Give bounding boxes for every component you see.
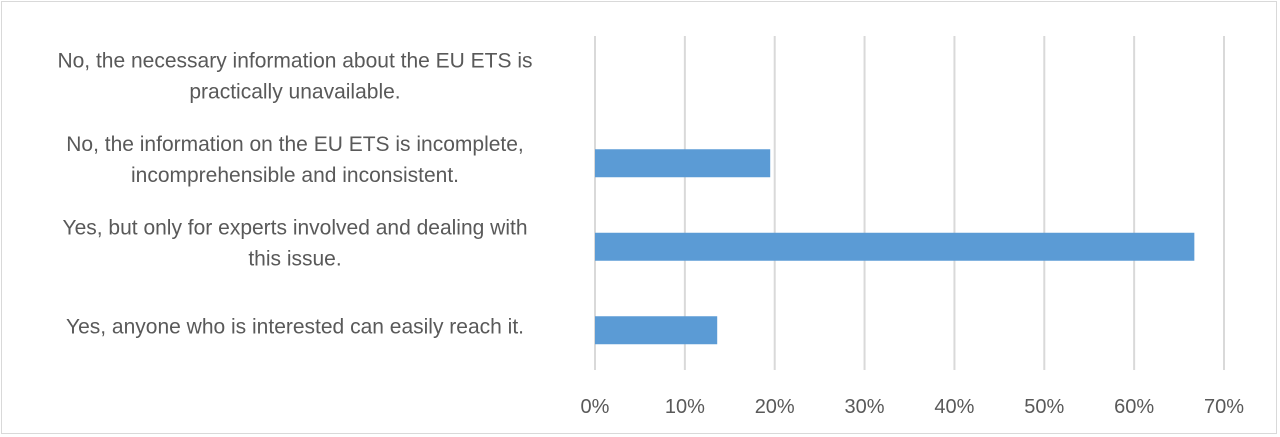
x-tick-label: 20% (755, 396, 795, 418)
category-label: Yes, anyone who is interested can easily… (66, 315, 524, 338)
x-tick-label: 10% (665, 396, 705, 418)
gridlines (594, 36, 1225, 370)
category-label-line: incomprehensible and inconsistent. (131, 164, 459, 187)
bar (595, 149, 771, 178)
bars (595, 149, 1195, 345)
x-tick-label: 30% (845, 396, 885, 418)
x-tick-label: 50% (1024, 396, 1064, 418)
category-labels: No, the necessary information about the … (57, 49, 532, 338)
category-label-line: No, the necessary information about the … (57, 49, 532, 72)
bar (595, 232, 1195, 261)
category-label: Yes, but only for experts involved and d… (62, 216, 527, 270)
category-label-line: Yes, anyone who is interested can easily… (66, 315, 524, 338)
category-label: No, the necessary information about the … (57, 49, 532, 103)
x-tick-label: 0% (581, 396, 610, 418)
category-label-line: this issue. (248, 247, 341, 270)
x-axis-tick-labels: 0% 10% 20% 30% 40% 50% 60% 70% (581, 396, 1245, 418)
category-label-line: Yes, but only for experts involved and d… (62, 216, 527, 239)
category-label-line: No, the information on the EU ETS is inc… (66, 133, 524, 156)
x-tick-label: 60% (1114, 396, 1154, 418)
bar (595, 316, 718, 345)
category-label-line: practically unavailable. (189, 80, 400, 103)
x-tick-label: 70% (1204, 396, 1244, 418)
x-tick-label: 40% (934, 396, 974, 418)
category-label: No, the information on the EU ETS is inc… (66, 133, 524, 187)
